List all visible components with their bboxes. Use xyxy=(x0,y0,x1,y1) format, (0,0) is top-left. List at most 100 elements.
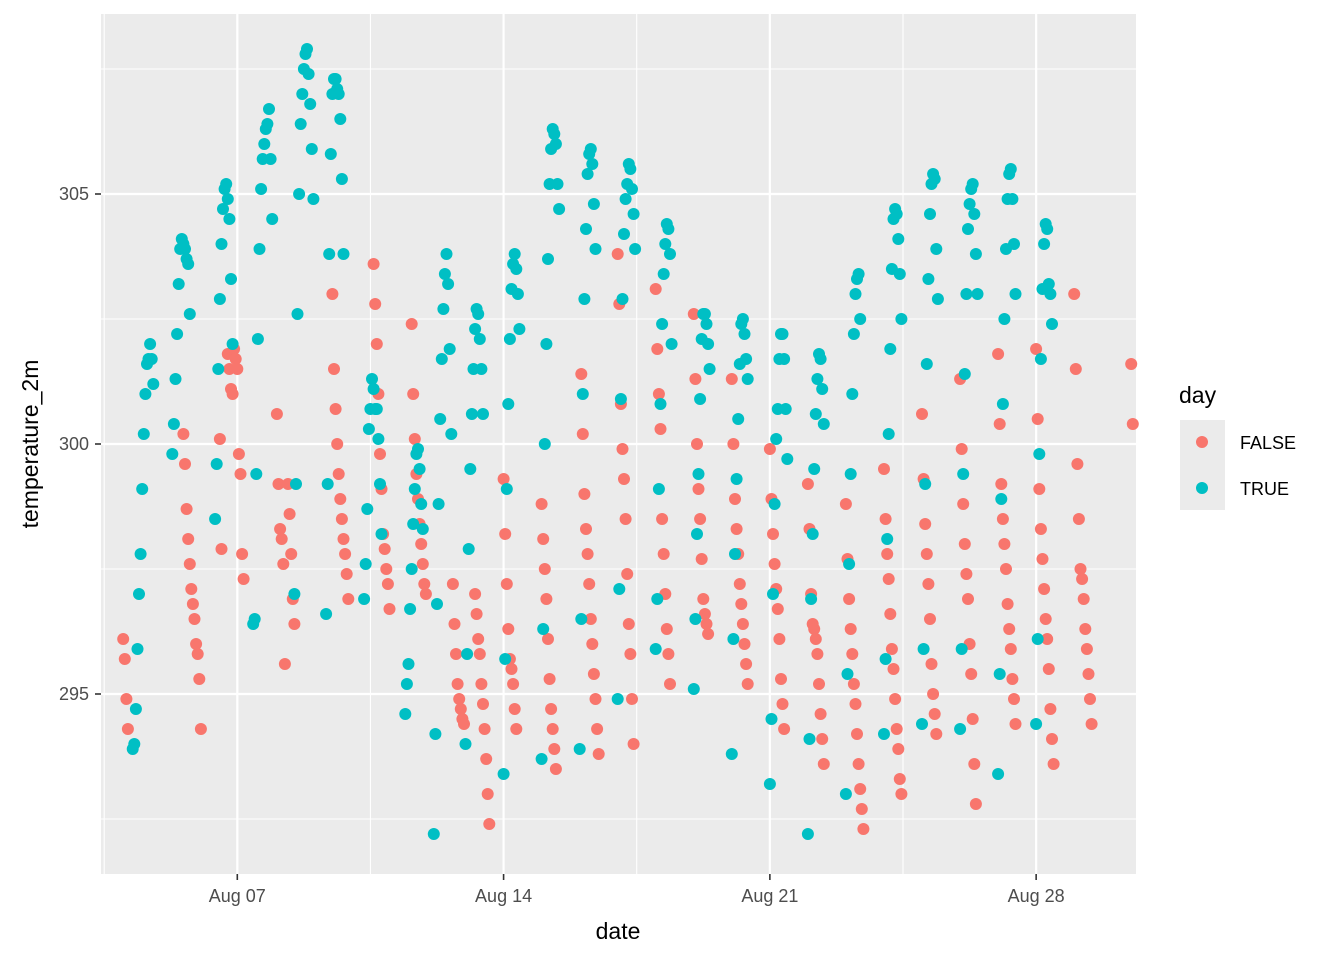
point-false xyxy=(1003,623,1016,635)
point-false xyxy=(499,528,512,540)
point-false xyxy=(543,673,556,685)
point-true xyxy=(445,428,458,440)
point-false xyxy=(776,698,789,710)
legend-marker-true xyxy=(1196,482,1208,494)
point-true xyxy=(738,328,751,340)
point-true xyxy=(884,343,897,355)
point-false xyxy=(814,708,827,720)
y-axis: 295 300 305 xyxy=(59,184,101,704)
point-false xyxy=(326,288,339,300)
point-true xyxy=(169,373,182,385)
point-false xyxy=(927,688,940,700)
point-false xyxy=(725,373,738,385)
point-false xyxy=(405,318,418,330)
point-true xyxy=(725,748,738,760)
point-false xyxy=(735,598,748,610)
point-false xyxy=(730,523,743,535)
point-false xyxy=(182,533,195,545)
point-false xyxy=(415,538,428,550)
point-false xyxy=(505,663,518,675)
point-false xyxy=(418,578,431,590)
point-false xyxy=(851,728,863,740)
point-true xyxy=(814,353,827,365)
point-false xyxy=(922,578,935,590)
point-true xyxy=(248,613,261,625)
point-true xyxy=(1041,223,1054,235)
point-false xyxy=(925,658,938,670)
point-true xyxy=(854,313,867,325)
point-false xyxy=(969,798,982,810)
point-true xyxy=(803,733,816,745)
point-true xyxy=(145,353,158,365)
point-false xyxy=(846,648,859,660)
point-false xyxy=(849,698,862,710)
point-false xyxy=(270,408,283,420)
point-false xyxy=(657,548,670,560)
point-false xyxy=(738,638,751,650)
point-false xyxy=(884,608,897,620)
point-false xyxy=(966,713,979,725)
point-true xyxy=(171,328,184,340)
point-false xyxy=(1033,483,1046,495)
point-false xyxy=(616,443,629,455)
point-true xyxy=(839,788,852,800)
point-false xyxy=(930,728,943,740)
point-false xyxy=(895,788,908,800)
point-true xyxy=(626,183,638,195)
point-false xyxy=(1039,613,1052,625)
point-true xyxy=(654,398,667,410)
point-true xyxy=(334,113,347,125)
point-true xyxy=(652,483,665,495)
point-true xyxy=(172,278,185,290)
legend: day FALSE TRUE xyxy=(1179,382,1296,510)
point-false xyxy=(692,483,705,495)
point-true xyxy=(408,483,421,495)
point-false xyxy=(370,338,383,350)
point-true xyxy=(1030,718,1043,730)
point-true xyxy=(765,713,778,725)
point-false xyxy=(649,283,662,295)
point-true xyxy=(361,503,374,515)
point-true xyxy=(459,738,472,750)
x-tick-label: Aug 28 xyxy=(1008,886,1065,906)
point-true xyxy=(1004,163,1017,175)
point-true xyxy=(809,408,822,420)
point-true xyxy=(366,373,378,385)
point-true xyxy=(215,238,228,250)
point-false xyxy=(611,248,624,260)
point-false xyxy=(1031,413,1044,425)
point-true xyxy=(811,373,824,385)
point-true xyxy=(1034,353,1047,365)
point-true xyxy=(399,708,412,720)
point-true xyxy=(576,388,589,400)
point-false xyxy=(374,448,386,460)
point-true xyxy=(1046,318,1058,330)
point-true xyxy=(372,433,385,445)
point-true xyxy=(335,173,348,185)
point-false xyxy=(993,418,1006,430)
point-true xyxy=(179,243,191,255)
point-true xyxy=(131,643,144,655)
point-true xyxy=(573,743,586,755)
point-false xyxy=(335,513,348,525)
point-true xyxy=(767,588,779,600)
point-false xyxy=(698,608,711,620)
point-false xyxy=(1079,623,1092,635)
point-false xyxy=(627,738,640,750)
point-false xyxy=(1126,418,1139,430)
point-true xyxy=(763,778,776,790)
point-false xyxy=(622,618,635,630)
point-true xyxy=(589,243,602,255)
point-false xyxy=(215,543,228,555)
point-true xyxy=(542,253,554,265)
point-true xyxy=(475,363,488,375)
point-false xyxy=(808,623,821,635)
point-true xyxy=(575,613,588,625)
point-false xyxy=(652,388,665,400)
point-true xyxy=(429,728,442,740)
point-true xyxy=(700,318,713,330)
point-false xyxy=(540,593,553,605)
x-axis-title: date xyxy=(596,918,641,944)
point-true xyxy=(919,478,932,490)
point-false xyxy=(275,533,288,545)
